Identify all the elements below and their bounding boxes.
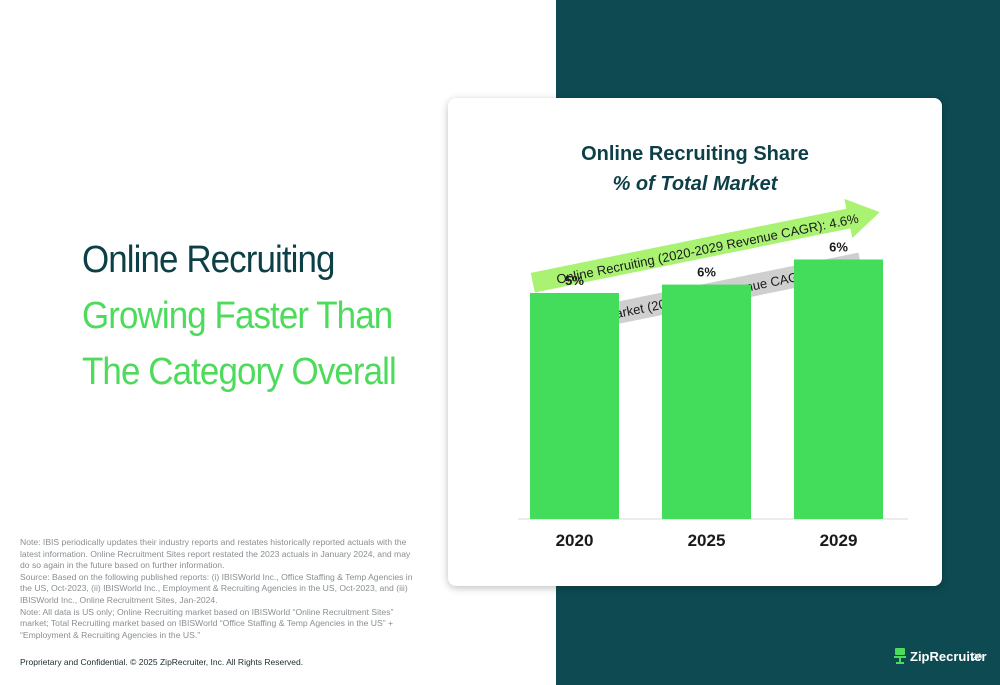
- ziprecruiter-logo: ZipRecruiter: [893, 648, 987, 664]
- cagr-arrow-online-shape: [530, 198, 880, 293]
- bar-2029: [794, 259, 883, 519]
- footnote-ibis: Note: IBIS periodically updates their in…: [20, 537, 411, 571]
- chart-card: Online Recruiting Share % of Total Marke…: [448, 98, 942, 586]
- chair-logo-icon: [894, 648, 906, 664]
- footnotes: Note: IBIS periodically updates their in…: [20, 537, 420, 641]
- data-label-2020: 5%: [565, 273, 584, 288]
- footnote-us-only: Note: All data is US only; Online Recrui…: [20, 606, 394, 640]
- chart-subtitle: % of Total Market: [612, 173, 778, 195]
- x-tick-label-2020: 2020: [556, 531, 594, 550]
- brand-name: ZipRecruiter: [910, 648, 987, 664]
- bar-chart: Online Recruiting (2020-2029 Revenue CAG…: [518, 198, 908, 550]
- footnote-source: Source: Based on the following published…: [20, 571, 413, 605]
- headline-line-2: Growing Faster Than: [82, 295, 393, 337]
- confidential-notice: Proprietary and Confidential. © 2025 Zip…: [20, 657, 304, 667]
- chart-title: Online Recruiting Share: [581, 143, 809, 165]
- data-label-2029: 6%: [829, 239, 848, 254]
- headline-line-1: Online Recruiting: [82, 239, 335, 281]
- headline: Online Recruiting Growing Faster Than Th…: [82, 232, 423, 400]
- page-number: 20: [972, 652, 983, 662]
- bar-2025: [662, 284, 751, 519]
- x-tick-label-2025: 2025: [688, 531, 726, 550]
- headline-line-3: The Category Overall: [82, 351, 397, 393]
- x-tick-label-2029: 2029: [820, 531, 858, 550]
- bar-2020: [530, 292, 619, 519]
- data-label-2025: 6%: [697, 265, 716, 280]
